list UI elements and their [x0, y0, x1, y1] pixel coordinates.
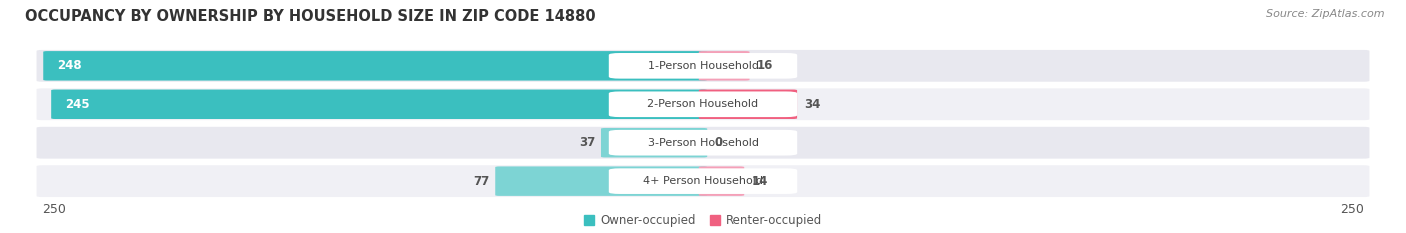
Legend: Owner-occupied, Renter-occupied: Owner-occupied, Renter-occupied	[583, 214, 823, 227]
Text: 245: 245	[65, 98, 90, 111]
Text: 14: 14	[751, 175, 768, 188]
FancyBboxPatch shape	[609, 130, 797, 155]
Text: 16: 16	[756, 59, 773, 72]
Text: 0: 0	[714, 136, 723, 149]
FancyBboxPatch shape	[37, 88, 1369, 120]
FancyBboxPatch shape	[609, 92, 797, 117]
FancyBboxPatch shape	[495, 166, 707, 196]
Text: OCCUPANCY BY OWNERSHIP BY HOUSEHOLD SIZE IN ZIP CODE 14880: OCCUPANCY BY OWNERSHIP BY HOUSEHOLD SIZE…	[25, 9, 596, 24]
FancyBboxPatch shape	[600, 128, 707, 158]
Text: Source: ZipAtlas.com: Source: ZipAtlas.com	[1267, 9, 1385, 19]
Text: 4+ Person Household: 4+ Person Household	[643, 176, 763, 186]
FancyBboxPatch shape	[699, 166, 744, 196]
FancyBboxPatch shape	[37, 165, 1369, 197]
FancyBboxPatch shape	[37, 127, 1369, 159]
Text: 248: 248	[58, 59, 82, 72]
Text: 34: 34	[804, 98, 821, 111]
FancyBboxPatch shape	[51, 89, 707, 119]
Text: 3-Person Household: 3-Person Household	[648, 138, 758, 148]
Text: 77: 77	[474, 175, 489, 188]
Text: 1-Person Household: 1-Person Household	[648, 61, 758, 71]
Text: 250: 250	[1340, 203, 1364, 216]
FancyBboxPatch shape	[609, 53, 797, 79]
FancyBboxPatch shape	[699, 51, 749, 81]
Text: 37: 37	[579, 136, 595, 149]
Text: 2-Person Household: 2-Person Household	[647, 99, 759, 109]
FancyBboxPatch shape	[37, 50, 1369, 82]
Text: 250: 250	[42, 203, 66, 216]
FancyBboxPatch shape	[699, 89, 797, 119]
FancyBboxPatch shape	[44, 51, 707, 81]
FancyBboxPatch shape	[609, 168, 797, 194]
